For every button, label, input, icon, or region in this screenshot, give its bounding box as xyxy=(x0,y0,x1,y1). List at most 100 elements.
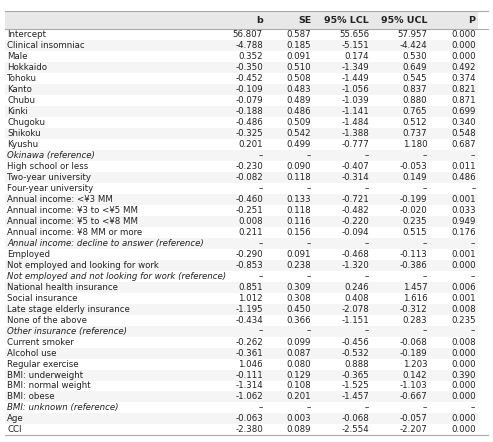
Text: 0.000: 0.000 xyxy=(451,415,476,423)
Text: 0.483: 0.483 xyxy=(286,85,311,94)
Text: b: b xyxy=(256,15,263,24)
Text: Alcohol use: Alcohol use xyxy=(7,349,57,358)
Text: 0.001: 0.001 xyxy=(451,293,476,303)
Text: 0.129: 0.129 xyxy=(287,370,311,380)
Text: -0.312: -0.312 xyxy=(399,305,427,314)
Text: -0.460: -0.460 xyxy=(235,195,263,204)
Text: 1.012: 1.012 xyxy=(238,293,263,303)
Text: –: – xyxy=(471,327,476,335)
Text: -1.525: -1.525 xyxy=(342,381,369,390)
Bar xyxy=(5,326,478,337)
Text: 0.949: 0.949 xyxy=(451,217,476,226)
Text: 0.000: 0.000 xyxy=(451,261,476,270)
Text: -1.103: -1.103 xyxy=(399,381,427,390)
Bar xyxy=(5,271,478,282)
Text: –: – xyxy=(258,327,263,335)
Text: 0.880: 0.880 xyxy=(403,96,427,105)
Text: –: – xyxy=(471,272,476,281)
Text: 1.457: 1.457 xyxy=(403,283,427,292)
Bar xyxy=(5,128,478,139)
Text: 0.512: 0.512 xyxy=(403,118,427,127)
Text: –: – xyxy=(471,239,476,248)
Text: 0.246: 0.246 xyxy=(345,283,369,292)
Bar xyxy=(5,249,478,260)
Text: 0.587: 0.587 xyxy=(286,30,311,39)
Text: Chubu: Chubu xyxy=(7,96,35,105)
Text: -0.082: -0.082 xyxy=(235,173,263,182)
Text: -0.386: -0.386 xyxy=(399,261,427,270)
Text: 0.000: 0.000 xyxy=(451,30,476,39)
Text: 0.699: 0.699 xyxy=(451,107,476,116)
Text: -0.456: -0.456 xyxy=(342,338,369,347)
Text: BMI: obese: BMI: obese xyxy=(7,392,55,401)
Text: 0.174: 0.174 xyxy=(345,52,369,61)
Text: -0.063: -0.063 xyxy=(235,415,263,423)
Bar xyxy=(5,347,478,358)
Bar xyxy=(5,11,478,29)
Text: -0.325: -0.325 xyxy=(235,129,263,138)
Text: 0.837: 0.837 xyxy=(403,85,427,94)
Text: 0.542: 0.542 xyxy=(286,129,311,138)
Text: -2.207: -2.207 xyxy=(399,425,427,434)
Text: 0.006: 0.006 xyxy=(451,283,476,292)
Text: –: – xyxy=(365,151,369,160)
Text: 95% LCL: 95% LCL xyxy=(324,15,369,24)
Text: Chugoku: Chugoku xyxy=(7,118,45,127)
Text: CCI: CCI xyxy=(7,425,22,434)
Bar xyxy=(5,227,478,238)
Bar xyxy=(5,84,478,95)
Text: –: – xyxy=(471,151,476,160)
Text: -0.220: -0.220 xyxy=(342,217,369,226)
Bar xyxy=(5,413,478,424)
Text: -0.020: -0.020 xyxy=(399,206,427,215)
Text: 0.352: 0.352 xyxy=(238,52,263,61)
Text: Hokkaido: Hokkaido xyxy=(7,63,47,72)
Text: 0.091: 0.091 xyxy=(287,52,311,61)
Text: 0.000: 0.000 xyxy=(451,349,476,358)
Text: –: – xyxy=(471,184,476,193)
Text: -1.141: -1.141 xyxy=(342,107,369,116)
Text: Clinical insomniac: Clinical insomniac xyxy=(7,41,85,50)
Text: 0.001: 0.001 xyxy=(451,195,476,204)
Text: Intercept: Intercept xyxy=(7,30,46,39)
Text: 0.408: 0.408 xyxy=(345,293,369,303)
Text: 57.957: 57.957 xyxy=(397,30,427,39)
Text: -0.262: -0.262 xyxy=(235,338,263,347)
Text: 0.687: 0.687 xyxy=(451,140,476,149)
Text: -5.151: -5.151 xyxy=(342,41,369,50)
Text: 0.000: 0.000 xyxy=(451,52,476,61)
Text: 0.515: 0.515 xyxy=(403,228,427,237)
Text: Kanto: Kanto xyxy=(7,85,32,94)
Text: -1.195: -1.195 xyxy=(235,305,263,314)
Text: None of the above: None of the above xyxy=(7,316,87,324)
Bar xyxy=(5,216,478,227)
Text: -0.230: -0.230 xyxy=(235,162,263,171)
Text: 0.238: 0.238 xyxy=(286,261,311,270)
Bar xyxy=(5,282,478,293)
Text: -1.349: -1.349 xyxy=(342,63,369,72)
Bar xyxy=(5,29,478,40)
Bar xyxy=(5,392,478,403)
Text: -0.407: -0.407 xyxy=(342,162,369,171)
Text: -0.109: -0.109 xyxy=(235,85,263,94)
Text: Social insurance: Social insurance xyxy=(7,293,78,303)
Text: 0.821: 0.821 xyxy=(451,85,476,94)
Text: -0.057: -0.057 xyxy=(399,415,427,423)
Bar xyxy=(5,205,478,216)
Text: -0.189: -0.189 xyxy=(399,349,427,358)
Text: 0.000: 0.000 xyxy=(451,41,476,50)
Text: High school or less: High school or less xyxy=(7,162,89,171)
Text: –: – xyxy=(365,239,369,248)
Text: -1.449: -1.449 xyxy=(342,74,369,83)
Text: –: – xyxy=(423,151,427,160)
Text: 95% UCL: 95% UCL xyxy=(381,15,427,24)
Text: Other insurance (reference): Other insurance (reference) xyxy=(7,327,127,335)
Text: 0.149: 0.149 xyxy=(403,173,427,182)
Text: -0.777: -0.777 xyxy=(342,140,369,149)
Text: -1.484: -1.484 xyxy=(342,118,369,127)
Text: Four-year university: Four-year university xyxy=(7,184,94,193)
Text: -0.314: -0.314 xyxy=(342,173,369,182)
Text: 0.888: 0.888 xyxy=(345,359,369,369)
Text: –: – xyxy=(307,404,311,412)
Text: 55.656: 55.656 xyxy=(339,30,369,39)
